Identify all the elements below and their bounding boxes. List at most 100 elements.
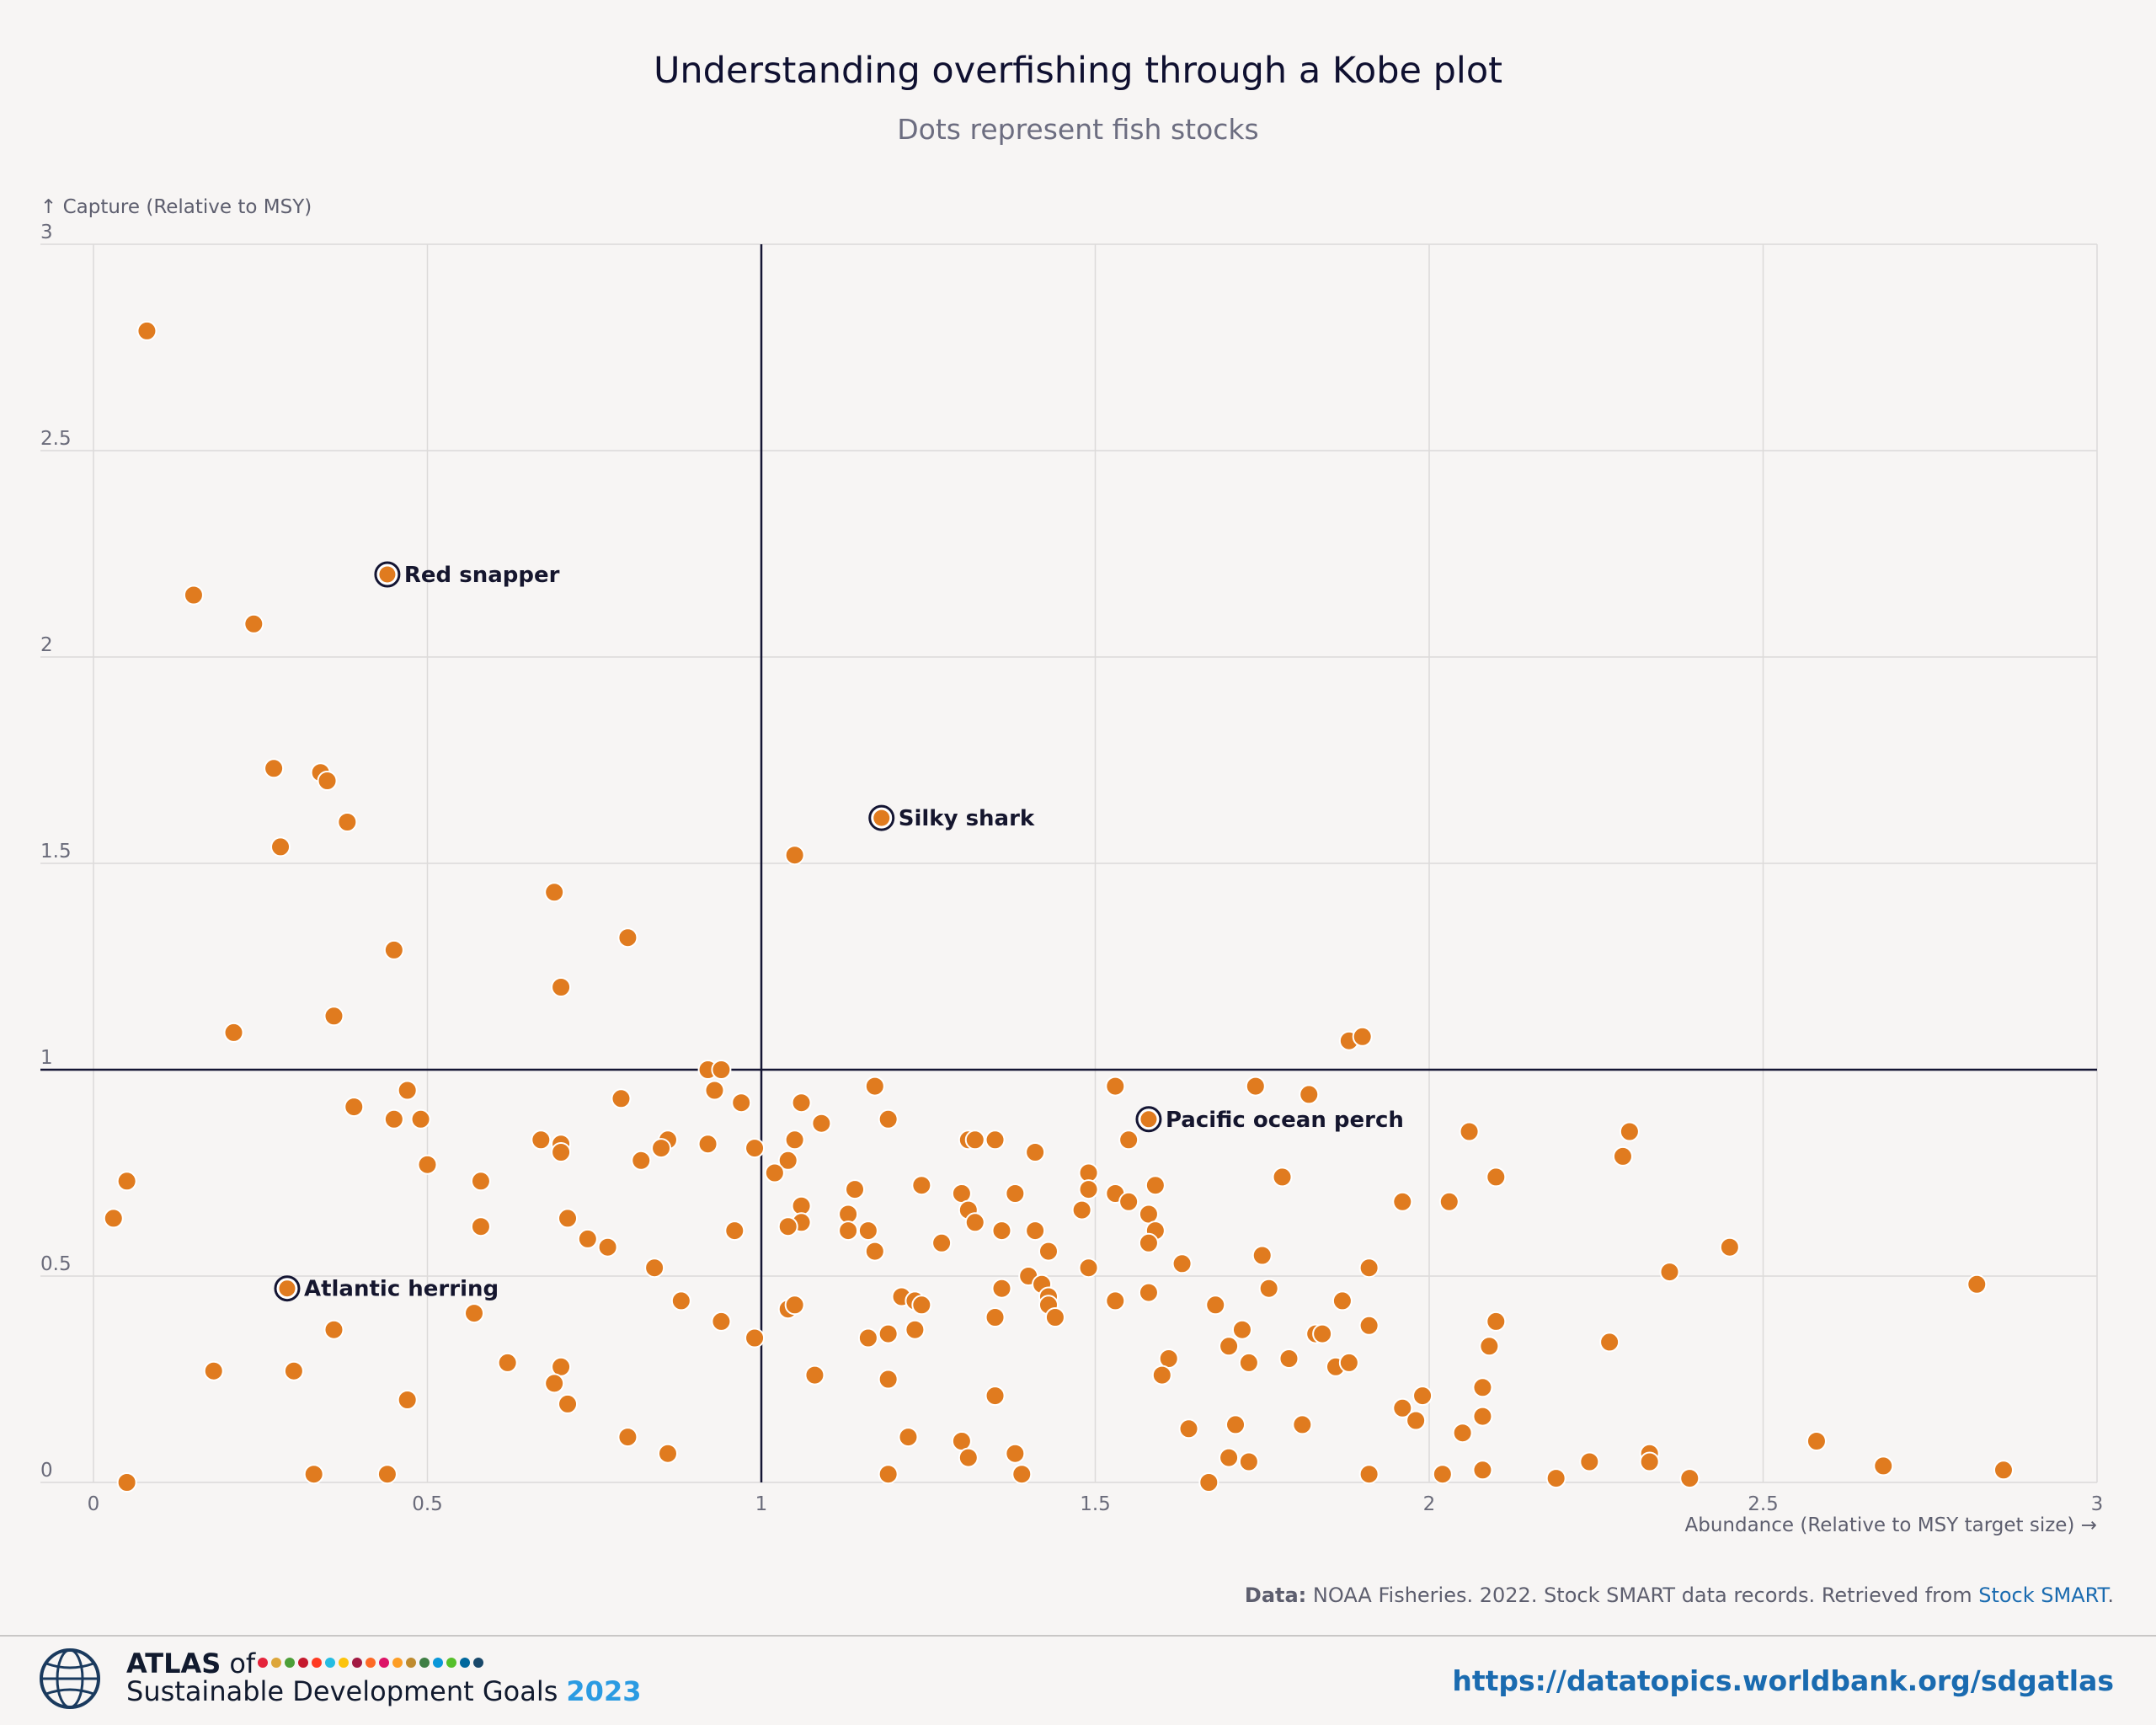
data-point[interactable] xyxy=(911,1295,932,1316)
data-point[interactable] xyxy=(531,1130,552,1151)
data-point[interactable] xyxy=(1038,1241,1059,1262)
data-point[interactable] xyxy=(845,1179,866,1200)
data-point[interactable] xyxy=(784,845,805,866)
data-point[interactable] xyxy=(1719,1236,1740,1258)
data-point[interactable] xyxy=(1599,1332,1620,1353)
data-point[interactable] xyxy=(383,939,404,960)
data-point[interactable] xyxy=(103,1208,124,1229)
data-point[interactable] xyxy=(243,613,264,634)
data-point[interactable] xyxy=(1331,1290,1353,1311)
data-point[interactable] xyxy=(464,1303,485,1324)
data-point[interactable] xyxy=(1219,1336,1240,1357)
data-point[interactable] xyxy=(1118,1191,1139,1212)
data-point[interactable] xyxy=(544,882,565,903)
data-point[interactable] xyxy=(1806,1431,1827,1451)
data-point[interactable] xyxy=(1178,1418,1199,1439)
data-point[interactable] xyxy=(1138,1232,1159,1253)
highlighted-point[interactable]: Atlantic herring xyxy=(274,1275,499,1302)
data-point[interactable] xyxy=(1272,1167,1293,1188)
data-point[interactable] xyxy=(857,1220,878,1242)
data-point[interactable] xyxy=(1472,1377,1493,1398)
data-point[interactable] xyxy=(1967,1274,1988,1295)
data-point[interactable] xyxy=(985,1386,1006,1407)
data-point[interactable] xyxy=(1219,1447,1240,1468)
data-point[interactable] xyxy=(323,1319,344,1340)
data-point[interactable] xyxy=(283,1360,304,1381)
data-point[interactable] xyxy=(617,1427,638,1448)
data-point[interactable] xyxy=(911,1175,932,1196)
data-point[interactable] xyxy=(1619,1121,1640,1142)
data-point[interactable] xyxy=(985,1130,1006,1151)
data-point[interactable] xyxy=(711,1060,732,1080)
data-point[interactable] xyxy=(631,1150,652,1171)
data-point[interactable] xyxy=(617,927,638,948)
data-point[interactable] xyxy=(1251,1245,1273,1266)
data-point[interactable] xyxy=(558,1208,579,1229)
data-point[interactable] xyxy=(551,977,572,997)
data-point[interactable] xyxy=(1358,1258,1380,1279)
data-point[interactable] xyxy=(1105,1290,1126,1311)
data-point[interactable] xyxy=(1312,1323,1333,1344)
data-point[interactable] xyxy=(1659,1262,1680,1283)
data-point[interactable] xyxy=(964,1212,985,1233)
data-point[interactable] xyxy=(1118,1130,1139,1151)
data-point[interactable] xyxy=(577,1228,598,1249)
data-point[interactable] xyxy=(410,1108,431,1130)
data-point[interactable] xyxy=(1198,1472,1219,1493)
data-point[interactable] xyxy=(791,1092,812,1114)
data-point[interactable] xyxy=(317,771,338,791)
data-point[interactable] xyxy=(1612,1146,1633,1167)
data-point[interactable] xyxy=(1245,1076,1266,1097)
data-point[interactable] xyxy=(344,1097,365,1118)
data-point[interactable] xyxy=(777,1150,798,1171)
data-point[interactable] xyxy=(1025,1142,1046,1162)
data-point[interactable] xyxy=(1238,1352,1259,1373)
data-point[interactable] xyxy=(1459,1121,1480,1142)
data-point[interactable] xyxy=(397,1080,418,1101)
data-point[interactable] xyxy=(784,1130,805,1151)
data-point[interactable] xyxy=(697,1134,718,1155)
data-point[interactable] xyxy=(991,1278,1012,1299)
data-point[interactable] xyxy=(1205,1295,1226,1316)
data-point[interactable] xyxy=(611,1088,632,1109)
data-point[interactable] xyxy=(864,1076,885,1097)
data-point[interactable] xyxy=(731,1092,752,1114)
data-point[interactable] xyxy=(337,812,358,832)
data-point[interactable] xyxy=(1452,1423,1473,1444)
data-point[interactable] xyxy=(764,1162,785,1183)
data-point[interactable] xyxy=(1005,1183,1026,1204)
data-point[interactable] xyxy=(1392,1191,1413,1212)
data-point[interactable] xyxy=(1472,1460,1493,1481)
data-point[interactable] xyxy=(1238,1451,1259,1472)
data-point[interactable] xyxy=(1138,1282,1159,1303)
data-point[interactable] xyxy=(1545,1468,1566,1489)
data-point[interactable] xyxy=(1078,1179,1099,1200)
data-point[interactable] xyxy=(878,1108,899,1130)
data-point[interactable] xyxy=(1358,1315,1380,1336)
data-point[interactable] xyxy=(397,1390,418,1410)
data-point[interactable] xyxy=(1352,1026,1373,1047)
data-point[interactable] xyxy=(651,1138,672,1159)
data-point[interactable] xyxy=(644,1258,665,1279)
data-point[interactable] xyxy=(931,1232,953,1253)
data-point[interactable] xyxy=(1145,1175,1166,1196)
data-point[interactable] xyxy=(470,1171,491,1192)
data-point[interactable] xyxy=(784,1295,805,1316)
data-point[interactable] xyxy=(1438,1191,1460,1212)
data-point[interactable] xyxy=(223,1022,244,1043)
data-point[interactable] xyxy=(1639,1451,1660,1472)
data-point[interactable] xyxy=(383,1108,404,1130)
data-point[interactable] xyxy=(670,1290,691,1311)
data-point[interactable] xyxy=(1105,1076,1126,1097)
data-point[interactable] xyxy=(905,1319,926,1340)
data-point[interactable] xyxy=(1231,1319,1252,1340)
data-point[interactable] xyxy=(704,1080,725,1101)
data-point[interactable] xyxy=(1579,1451,1600,1472)
data-point[interactable] xyxy=(116,1171,137,1192)
data-point[interactable] xyxy=(744,1138,766,1159)
highlighted-point[interactable]: Pacific ocean perch xyxy=(1135,1106,1404,1133)
data-point[interactable] xyxy=(1679,1468,1700,1489)
data-point[interactable] xyxy=(558,1393,579,1414)
data-point[interactable] xyxy=(991,1220,1012,1242)
data-point[interactable] xyxy=(1392,1397,1413,1418)
